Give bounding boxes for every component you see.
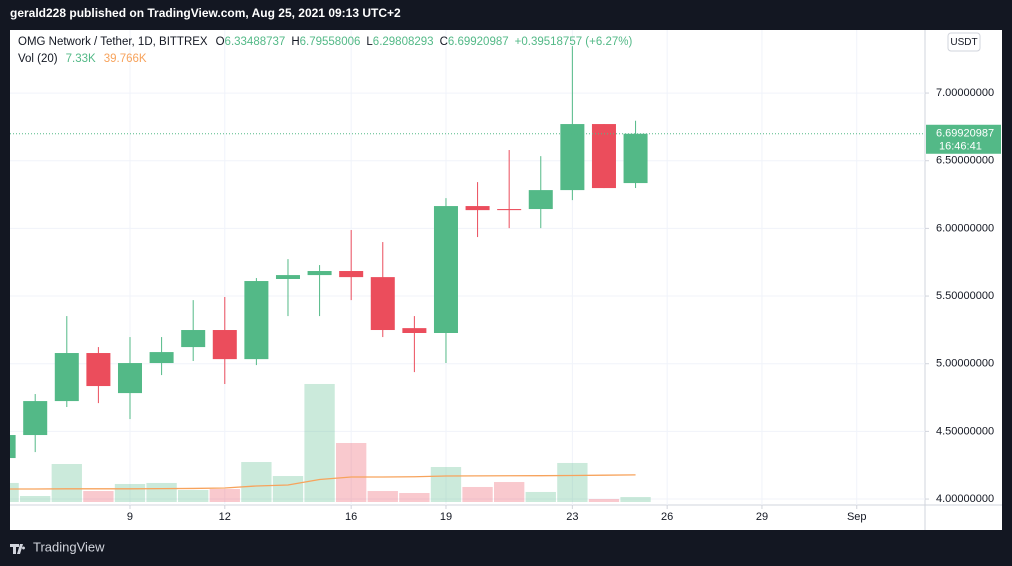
volume-bar bbox=[20, 495, 51, 502]
volume-bar bbox=[304, 383, 335, 502]
candle-body bbox=[23, 401, 48, 436]
candle-body bbox=[370, 277, 395, 331]
ohlc-label: L bbox=[366, 36, 373, 48]
candle-body bbox=[10, 435, 16, 459]
volume-pane bbox=[10, 383, 651, 502]
y-tick-label: 4.50000000 bbox=[936, 425, 994, 437]
candle-body bbox=[86, 353, 111, 387]
volume-bar bbox=[557, 462, 588, 502]
volume-bar bbox=[430, 467, 462, 502]
grid bbox=[10, 30, 925, 505]
y-tick-label: 5.50000000 bbox=[936, 290, 994, 302]
y-tick-label: 6.50000000 bbox=[936, 155, 994, 167]
last-price-label: 6.69920987 bbox=[936, 128, 994, 140]
candle-body bbox=[433, 206, 458, 333]
candle-body bbox=[623, 133, 648, 184]
volume-bar bbox=[494, 482, 525, 502]
ohlc-value: 6.33488737 bbox=[225, 36, 286, 48]
tv-logo bbox=[10, 544, 26, 554]
volume-ma-last: 39.766K bbox=[104, 53, 147, 65]
volume-legend: Vol (20) 7.33K 39.766K bbox=[18, 53, 147, 65]
y-tick-label: 7.00000000 bbox=[936, 87, 994, 99]
volume-bar bbox=[83, 491, 114, 502]
volume-bar bbox=[178, 489, 209, 502]
volume-bar bbox=[399, 492, 430, 502]
x-tick-label: 12 bbox=[219, 511, 231, 523]
volume-bar bbox=[620, 497, 651, 502]
volume-bar bbox=[272, 476, 304, 502]
candle-body bbox=[528, 190, 553, 210]
candle-body bbox=[181, 330, 206, 348]
volume-bar bbox=[588, 498, 620, 502]
x-tick-label: 16 bbox=[345, 511, 357, 523]
last-price-box bbox=[926, 124, 1001, 154]
volume-last: 7.33K bbox=[66, 53, 96, 65]
volume-bar bbox=[336, 442, 367, 502]
volume-bar bbox=[367, 491, 398, 502]
volume-bar bbox=[10, 482, 19, 502]
candle-body bbox=[339, 271, 364, 278]
candle-body bbox=[465, 206, 490, 211]
y-tick-label: 6.00000000 bbox=[936, 222, 994, 234]
candle-body bbox=[497, 209, 522, 211]
chart-area bbox=[10, 30, 1002, 530]
volume-bar bbox=[209, 488, 240, 502]
x-tick-label: Sep bbox=[847, 511, 867, 523]
volume-bar bbox=[51, 464, 82, 502]
ohlc-value: 6.29808293 bbox=[373, 36, 434, 48]
ohlc-value: 6.79558006 bbox=[300, 36, 361, 48]
ohlc-label: O bbox=[216, 36, 225, 48]
countdown: 16:46:41 bbox=[939, 141, 982, 153]
ohlc-label: H bbox=[291, 36, 299, 48]
brand: TradingView bbox=[33, 539, 105, 554]
x-tick-label: 29 bbox=[756, 511, 768, 523]
volume-bar bbox=[146, 482, 177, 502]
candles bbox=[10, 46, 925, 459]
candle-body bbox=[244, 281, 269, 360]
ohlc-value: 6.69920987 bbox=[448, 36, 509, 48]
candle-body bbox=[212, 330, 237, 360]
candle-body bbox=[591, 124, 616, 189]
legend-line: OMG Network / Tether, 1D, BITTREX O6.3348… bbox=[18, 36, 632, 48]
x-tick-label: 26 bbox=[661, 511, 673, 523]
volume-ma-line bbox=[10, 474, 636, 490]
axes: 4.00000000 4.50000000 5.00000000 5.50000000… bbox=[127, 87, 1001, 523]
candle-body bbox=[54, 353, 79, 402]
volume-bar bbox=[525, 491, 556, 502]
x-tick-label: 9 bbox=[127, 511, 133, 523]
change: +0.39518757 (+6.27%) bbox=[515, 36, 633, 48]
candle-body bbox=[307, 271, 332, 276]
publish-title: gerald228 published on TradingView.com, … bbox=[10, 6, 401, 20]
x-tick-label: 19 bbox=[440, 511, 452, 523]
volume-bar bbox=[241, 462, 272, 502]
volume-bar bbox=[114, 483, 146, 502]
x-tick-label: 23 bbox=[566, 511, 578, 523]
candle-body bbox=[149, 352, 174, 364]
candle-body bbox=[117, 363, 143, 394]
y-tick-label: 5.00000000 bbox=[936, 358, 994, 370]
currency[interactable]: USDT bbox=[950, 37, 977, 48]
ohlc-label: C bbox=[440, 36, 448, 48]
volume-bar bbox=[462, 486, 493, 502]
symbol: OMG Network / Tether, 1D, BITTREX bbox=[18, 36, 208, 48]
candle-body bbox=[560, 124, 585, 191]
currency-button[interactable] bbox=[947, 32, 981, 52]
volume-name: Vol (20) bbox=[18, 53, 58, 65]
candle-body bbox=[275, 275, 300, 280]
y-tick-label: 4.00000000 bbox=[936, 493, 994, 505]
candle-body bbox=[402, 328, 427, 333]
